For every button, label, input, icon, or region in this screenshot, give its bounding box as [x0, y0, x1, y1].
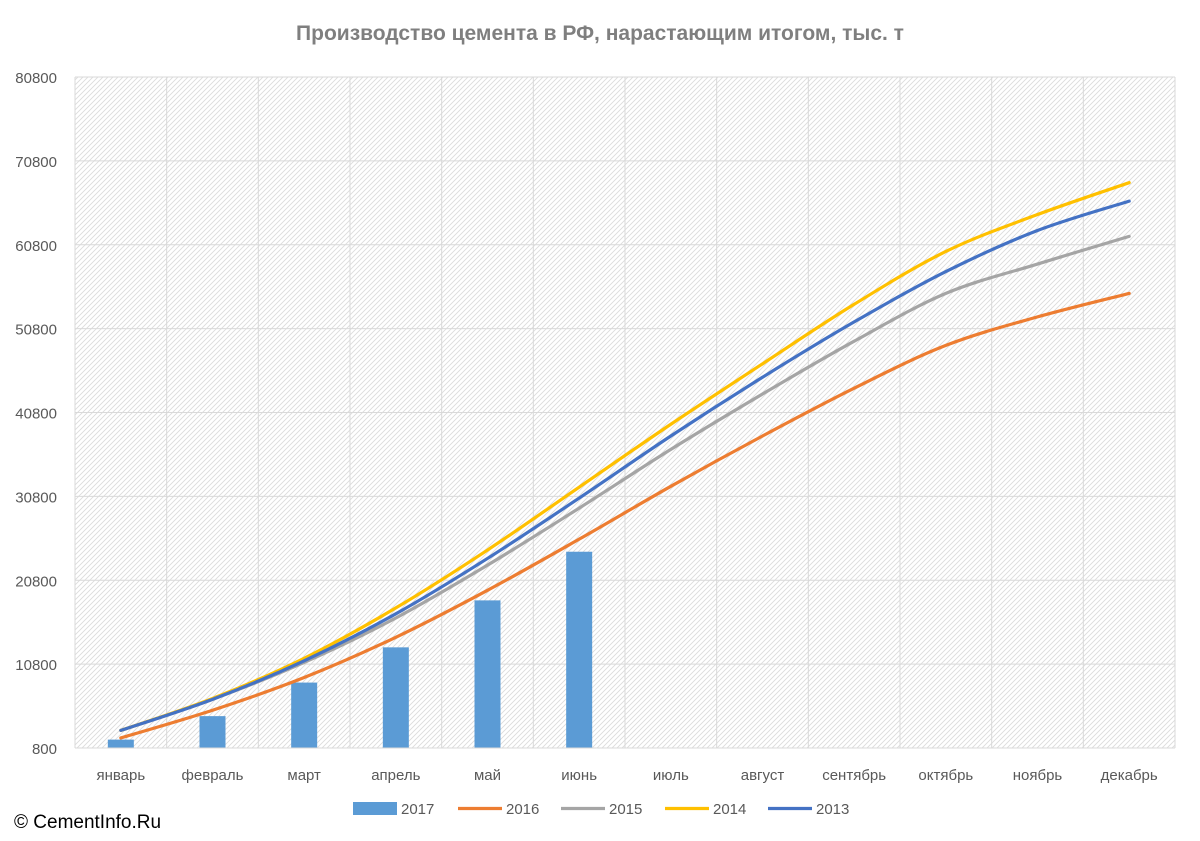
bar-2017 — [199, 716, 226, 748]
legend-label-2013: 2013 — [816, 801, 849, 818]
chart-title: Производство цемента в РФ, нарастающим и… — [296, 22, 904, 45]
y-tick-label: 70800 — [15, 154, 57, 171]
bar-2017 — [474, 600, 501, 748]
legend-swatch-2017 — [353, 802, 397, 815]
y-tick-label: 30800 — [15, 489, 57, 506]
legend-label-2017: 2017 — [401, 801, 434, 818]
x-axis-ticks: январь февраль март апрель май июнь июль август… — [96, 767, 1157, 784]
series-line-2013 — [119, 199, 1131, 732]
x-tick-label: март — [287, 767, 321, 784]
bar-2017 — [566, 551, 593, 748]
legend-label-2014: 2014 — [713, 801, 746, 818]
x-tick-label: июль — [653, 767, 689, 784]
x-tick-label: октябрь — [918, 767, 973, 784]
y-tick-label: 800 — [32, 741, 57, 758]
x-tick-label: февраль — [182, 767, 244, 784]
y-tick-label: 60800 — [15, 238, 57, 255]
series-line-2016 — [119, 291, 1131, 740]
y-tick-label: 80800 — [15, 70, 57, 87]
y-tick-label: 20800 — [15, 573, 57, 590]
bar-2017 — [382, 647, 409, 748]
legend-label-2015: 2015 — [609, 801, 642, 818]
y-axis-ticks: 800 10800 20800 30800 40800 50800 60800 70800 80… — [15, 70, 57, 758]
x-tick-label: ноябрь — [1013, 767, 1063, 784]
legend-label-2016: 2016 — [506, 801, 539, 818]
copyright-text: © CementInfo.Ru — [14, 812, 162, 833]
bar-2017 — [107, 739, 134, 748]
bars-2017 — [107, 551, 593, 748]
x-tick-label: апрель — [371, 767, 420, 784]
y-tick-label: 40800 — [15, 406, 57, 423]
bar-2017 — [291, 682, 318, 748]
y-tick-label: 50800 — [15, 322, 57, 339]
series-line-2014 — [119, 181, 1131, 732]
y-tick-label: 10800 — [15, 657, 57, 674]
x-tick-label: май — [474, 767, 501, 784]
x-tick-label: сентябрь — [822, 767, 886, 784]
series-lines — [119, 181, 1131, 740]
x-tick-label: декабрь — [1101, 767, 1158, 784]
x-tick-label: август — [741, 767, 785, 784]
x-tick-label: январь — [96, 767, 145, 784]
x-tick-label: июнь — [561, 767, 597, 784]
legend: 2017 2016 2015 2014 2013 — [353, 801, 849, 818]
